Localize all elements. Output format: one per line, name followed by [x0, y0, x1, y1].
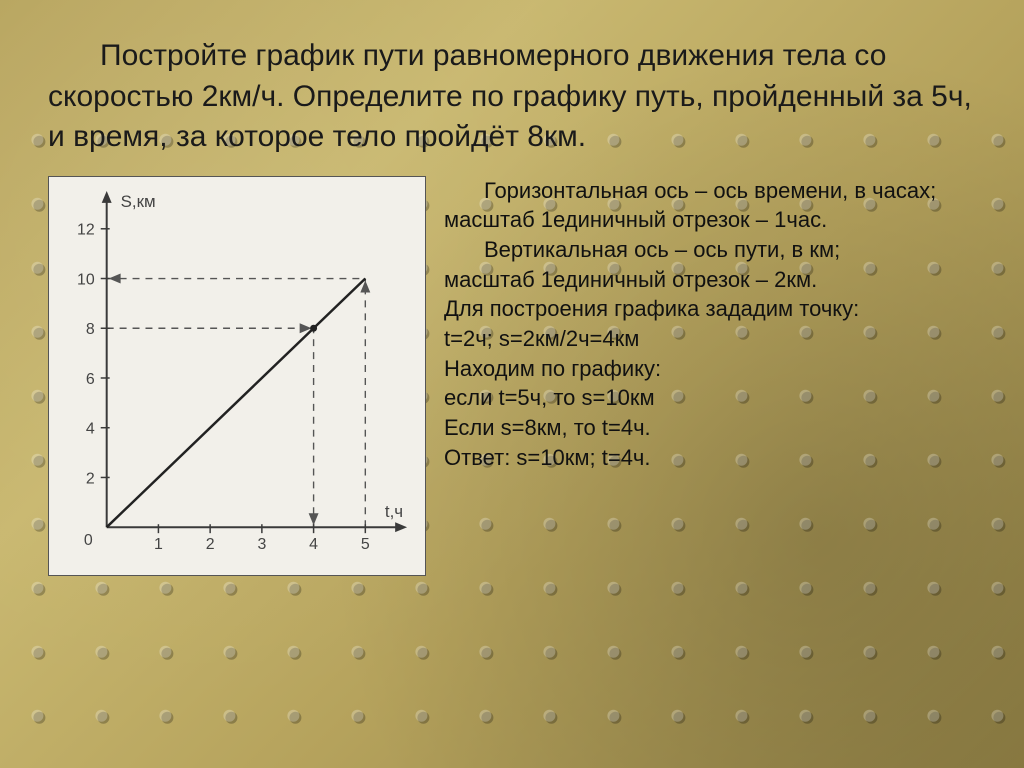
explain-line: Вертикальная ось – ось пути, в км;: [444, 235, 976, 265]
svg-text:6: 6: [86, 370, 95, 387]
explain-line: Находим по графику:: [444, 354, 976, 384]
slide-content: Постройте график пути равномерного движе…: [0, 0, 1024, 596]
svg-text:S,км: S,км: [121, 191, 156, 210]
explain-line: t=2ч; s=2км/2ч=4км: [444, 324, 976, 354]
svg-text:4: 4: [86, 420, 95, 437]
problem-title: Постройте график пути равномерного движе…: [48, 36, 976, 158]
distance-time-chart: 12345246810120S,кмt,ч: [49, 176, 425, 576]
explain-line: Для построения графика зададим точку:: [444, 294, 976, 324]
explain-line: Горизонтальная ось – ось времени, в часа…: [444, 176, 976, 206]
svg-text:2: 2: [86, 470, 95, 487]
svg-text:2: 2: [206, 536, 215, 553]
svg-text:10: 10: [77, 271, 95, 288]
chart-container: 12345246810120S,кмt,ч: [48, 176, 426, 576]
svg-text:t,ч: t,ч: [385, 502, 403, 521]
body-row: 12345246810120S,кмt,ч Горизонтальная ось…: [48, 176, 976, 576]
explain-line: масштаб 1единичный отрезок – 2км.: [444, 265, 976, 295]
explain-line: Если s=8км, то t=4ч.: [444, 413, 976, 443]
svg-text:3: 3: [257, 536, 266, 553]
explain-line: масштаб 1единичный отрезок – 1час.: [444, 205, 976, 235]
svg-text:0: 0: [84, 532, 93, 549]
svg-text:5: 5: [361, 536, 370, 553]
svg-text:1: 1: [154, 536, 163, 553]
svg-text:8: 8: [86, 321, 95, 338]
explanation-text: Горизонтальная ось – ось времени, в часа…: [444, 176, 976, 473]
svg-text:4: 4: [309, 536, 318, 553]
explain-line: если t=5ч, то s=10км: [444, 383, 976, 413]
svg-text:12: 12: [77, 221, 95, 238]
explain-line: Ответ: s=10км; t=4ч.: [444, 443, 976, 473]
